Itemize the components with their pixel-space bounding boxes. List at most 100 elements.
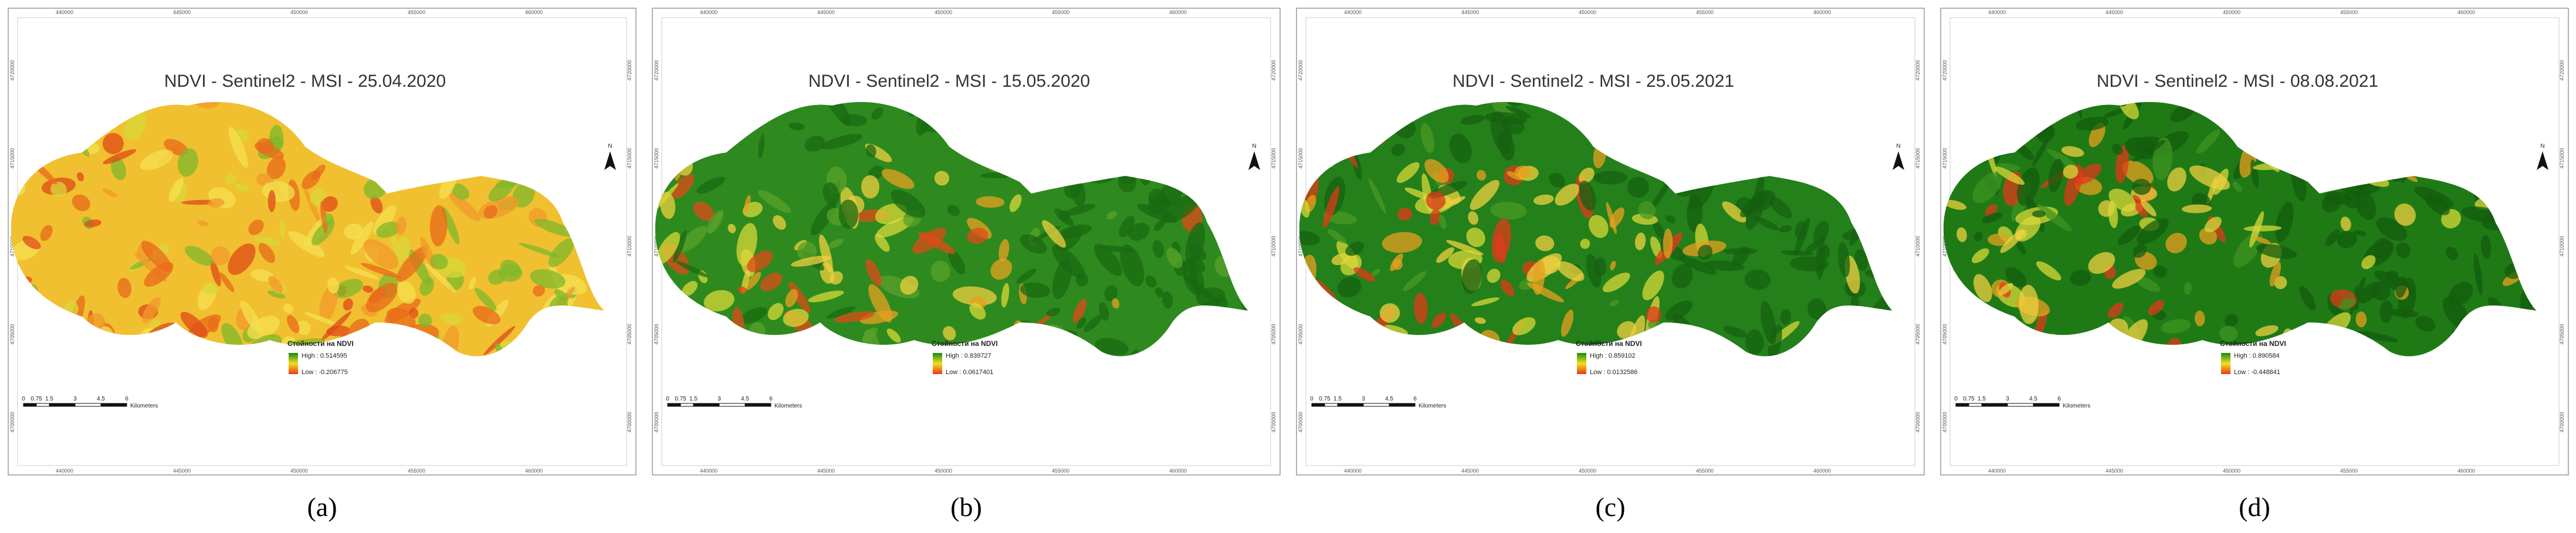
scale-label: 0.75 — [1963, 396, 1975, 402]
map-title: NDVI - Sentinel2 - MSI - 15.05.2020 — [808, 72, 1090, 91]
y-coordinate: 4705000 — [1915, 324, 1921, 344]
y-coordinate: 4720000 — [2559, 60, 2565, 80]
y-coordinate: 4700000 — [9, 412, 15, 432]
y-coordinate: 4700000 — [1915, 412, 1921, 432]
legend-high: High : 0.514595 — [302, 352, 347, 359]
x-coordinate: 445000 — [2106, 468, 2123, 474]
x-coordinate: 455000 — [1052, 468, 1069, 474]
scale-unit: Kilometers — [1419, 403, 1446, 409]
y-coordinate: 4710000 — [2559, 236, 2565, 256]
y-coordinate: 4720000 — [1271, 60, 1277, 80]
y-coordinate: 4720000 — [9, 60, 15, 80]
x-coordinate: 440000 — [1344, 468, 1362, 474]
legend-title: Стойности на NDVI — [932, 340, 998, 348]
scale-label: 4.5 — [97, 396, 105, 402]
x-coordinate: 450000 — [1579, 468, 1596, 474]
x-coordinate: 460000 — [525, 9, 543, 15]
legend-high: High : 0.859102 — [1590, 352, 1636, 359]
y-coordinate: 4710000 — [1271, 236, 1277, 256]
north-arrow — [1248, 151, 1260, 170]
y-coordinate: 4715000 — [654, 148, 659, 168]
x-coordinate: 440000 — [700, 9, 717, 15]
x-coordinate: 445000 — [817, 468, 835, 474]
legend-high: High : 0.890584 — [2234, 352, 2280, 359]
x-coordinate: 460000 — [1813, 468, 1831, 474]
legend-high: High : 0.839727 — [946, 352, 991, 359]
x-coordinate: 455000 — [2340, 9, 2358, 15]
scale-label: 4.5 — [741, 396, 749, 402]
x-coordinate: 445000 — [173, 9, 191, 15]
scale-segment — [680, 403, 694, 407]
map-panel: 440000 440000 445000 445000 450000 450000 4550… — [1940, 8, 2569, 522]
y-coordinate: 4700000 — [1942, 412, 1948, 432]
scale-label: 3 — [2006, 396, 2009, 402]
legend-title: Стойности на NDVI — [287, 340, 354, 348]
scale-label: 6 — [125, 396, 128, 402]
scale-unit: Kilometers — [774, 403, 802, 409]
scale-segment — [744, 403, 771, 407]
scale-label: 3 — [73, 396, 77, 402]
x-coordinate: 440000 — [1344, 9, 1362, 15]
y-coordinate: 4705000 — [627, 324, 632, 344]
scale-segment — [667, 403, 681, 407]
panel-label: (a) — [307, 492, 337, 522]
scale-segment — [49, 403, 76, 407]
legend-low: Low : -0.448841 — [2234, 369, 2280, 376]
legend-ramp — [289, 353, 298, 374]
y-coordinate: 4710000 — [1942, 236, 1948, 256]
scale-segment — [719, 403, 746, 407]
x-coordinate: 440000 — [1988, 468, 2006, 474]
x-coordinate: 440000 — [56, 468, 73, 474]
y-coordinate: 4700000 — [1271, 412, 1277, 432]
scale-label: 4.5 — [2029, 396, 2037, 402]
scale-label: 6 — [2057, 396, 2061, 402]
panel-label: (c) — [1595, 492, 1625, 522]
x-coordinate: 455000 — [408, 9, 425, 15]
x-coordinate: 455000 — [2340, 468, 2358, 474]
legend-low: Low : -0.206775 — [302, 369, 348, 376]
scale-segment — [2033, 403, 2060, 407]
scale-label: 0 — [22, 396, 25, 402]
scale-label: 1.5 — [1978, 396, 1986, 402]
scale-segment — [1337, 403, 1364, 407]
scale-segment — [100, 403, 127, 407]
scale-unit: Kilometers — [130, 403, 158, 409]
x-coordinate: 440000 — [1988, 9, 2006, 15]
raster-base — [655, 101, 1248, 357]
y-coordinate: 4705000 — [1298, 324, 1304, 344]
north-arrow — [604, 151, 616, 170]
legend-ramp — [933, 353, 942, 374]
y-coordinate: 4715000 — [1298, 148, 1304, 168]
y-coordinate: 4720000 — [654, 60, 659, 80]
north-label: N — [1252, 143, 1256, 150]
north-label: N — [608, 143, 612, 150]
legend-ramp — [1577, 353, 1586, 374]
scale-segment — [1363, 403, 1390, 407]
scale-label: 0.75 — [31, 396, 42, 402]
x-coordinate: 460000 — [2457, 468, 2475, 474]
y-coordinate: 4710000 — [654, 236, 659, 256]
x-coordinate: 445000 — [2106, 9, 2123, 15]
y-coordinate: 4705000 — [1942, 324, 1948, 344]
scale-label: 0.75 — [675, 396, 686, 402]
scale-segment — [1311, 403, 1325, 407]
x-coordinate: 460000 — [525, 468, 543, 474]
x-coordinate: 450000 — [1579, 9, 1596, 15]
x-coordinate: 455000 — [1052, 9, 1069, 15]
map-panel: 440000 440000 445000 445000 450000 450000 4550… — [8, 8, 637, 522]
y-coordinate: 4715000 — [9, 148, 15, 168]
y-coordinate: 4715000 — [2559, 148, 2565, 168]
y-coordinate: 4710000 — [9, 236, 15, 256]
map-title: NDVI - Sentinel2 - MSI - 08.08.2021 — [2097, 72, 2378, 91]
y-coordinate: 4715000 — [1942, 148, 1948, 168]
y-coordinate: 4710000 — [627, 236, 632, 256]
x-coordinate: 460000 — [1169, 468, 1187, 474]
scale-label: 0 — [1954, 396, 1958, 402]
y-coordinate: 4720000 — [1915, 60, 1921, 80]
x-coordinate: 440000 — [56, 9, 73, 15]
legend-low: Low : 0.0617401 — [946, 369, 993, 376]
y-coordinate: 4720000 — [1298, 60, 1304, 80]
scale-segment — [1968, 403, 1982, 407]
scale-segment — [1389, 403, 1416, 407]
